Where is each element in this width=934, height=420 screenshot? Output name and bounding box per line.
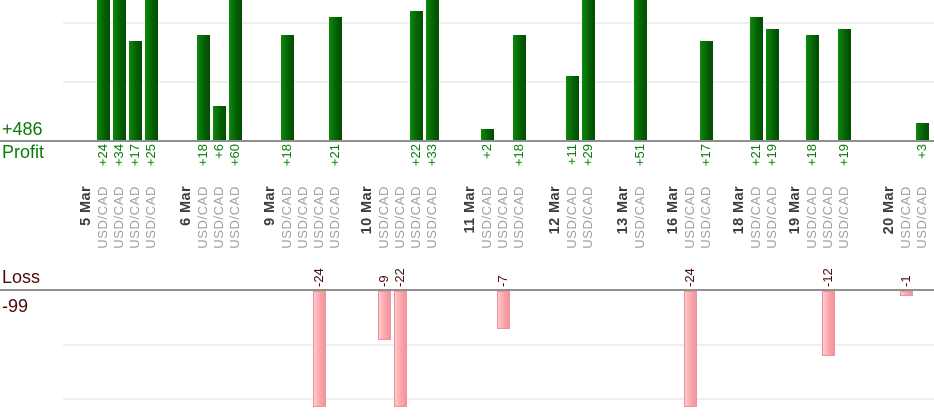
profit-bar	[128, 41, 142, 141]
loss-gridline-20	[63, 398, 934, 400]
profit-bar	[581, 0, 595, 141]
profit-total-label: +486	[2, 119, 43, 139]
profit-bar	[409, 11, 423, 141]
profit-bar	[112, 0, 126, 141]
profit-bar	[512, 35, 526, 141]
profit-axis-title: Profit	[2, 142, 45, 162]
loss-bar	[312, 291, 326, 407]
loss-total-label: -99	[2, 296, 29, 316]
profit-bar	[425, 0, 439, 141]
loss-axis-title: Loss	[2, 267, 41, 287]
profit-bar	[765, 29, 779, 141]
profit-chart-area	[0, 0, 934, 141]
profit-bar	[212, 106, 226, 141]
profit-bar	[915, 123, 929, 141]
profit-bar	[228, 0, 242, 141]
profit-bar	[749, 17, 763, 141]
profit-bar	[480, 129, 494, 141]
profit-gridline-10	[63, 81, 934, 83]
loss-gridline-10	[63, 344, 934, 346]
profit-bar	[565, 76, 579, 141]
profit-axis-line	[0, 140, 934, 142]
profit-bar	[805, 35, 819, 141]
loss-bar	[683, 291, 697, 407]
loss-bar	[899, 291, 913, 296]
profit-bar	[699, 41, 713, 141]
loss-bar	[496, 291, 510, 329]
profit-bar	[633, 0, 647, 141]
loss-chart-area	[0, 291, 934, 407]
profit-bar	[144, 0, 158, 141]
loss-bar	[377, 291, 391, 340]
loss-axis-line	[0, 289, 934, 291]
profit-gridline-20	[63, 22, 934, 24]
loss-bar	[393, 291, 407, 407]
profit-bar	[280, 35, 294, 141]
profit-bar	[328, 17, 342, 141]
loss-bar	[821, 291, 835, 356]
profit-bar	[837, 29, 851, 141]
profit-bar	[96, 0, 110, 141]
profit-bar	[196, 35, 210, 141]
